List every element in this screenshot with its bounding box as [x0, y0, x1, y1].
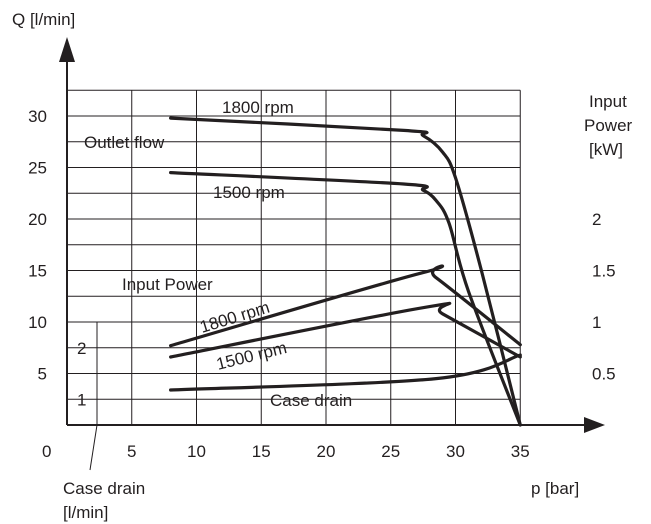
- y-tick-label: 10: [28, 313, 47, 332]
- x-tick-label: 15: [252, 442, 271, 461]
- case-drain-axis-label-line-1: Case drain: [63, 479, 145, 498]
- outlet-1800-rpm-label: 1800 rpm: [222, 98, 294, 117]
- x-tick-label: 30: [446, 442, 465, 461]
- x-tick-label: 35: [511, 442, 530, 461]
- curves: [169, 116, 522, 427]
- y-tick-label: 30: [28, 107, 47, 126]
- axes: [59, 37, 605, 471]
- x-axis-label: p [bar]: [531, 479, 579, 498]
- y-axis-arrow: [59, 37, 75, 62]
- y-tick-label: 20: [28, 210, 47, 229]
- right-axis-tick-label: 2: [592, 210, 601, 229]
- x-tick-label: 25: [381, 442, 400, 461]
- x-tick-label: 20: [317, 442, 336, 461]
- outlet-1500-rpm-label: 1500 rpm: [213, 183, 285, 202]
- y-tick-label: 15: [28, 262, 47, 281]
- x-axis-arrow: [584, 417, 605, 433]
- right-axis-tick-label: 1.5: [592, 262, 616, 281]
- y-axis-label: Q [l/min]: [12, 10, 75, 29]
- right-axis-tick-label: 1: [592, 313, 601, 332]
- power-1500-rpm-label: 1500 rpm: [214, 338, 288, 374]
- y-tick-label: 25: [28, 159, 47, 178]
- right-axis-tick-label: 0.5: [592, 365, 616, 384]
- case-drain-axis-label-line-2: [l/min]: [63, 503, 108, 522]
- outlet-flow-1500-rpm-curve: [169, 171, 522, 427]
- labels: Q [l/min] p [bar] Input Power [kW] Case …: [12, 10, 633, 522]
- power-1800-rpm-label: 1800 rpm: [198, 298, 272, 337]
- outlet-flow-label: Outlet flow: [84, 133, 165, 152]
- x-tick-label: 0: [42, 442, 51, 461]
- input-power-label: Input Power: [122, 275, 213, 294]
- x-tick-label: 5: [127, 442, 136, 461]
- right-axis-label-line-1: Input: [589, 92, 627, 111]
- right-axis-label-line-3: [kW]: [589, 140, 623, 159]
- case-drain-tick-label: 2: [77, 339, 86, 358]
- case-drain-tick-label: 1: [77, 390, 86, 409]
- case-drain-case-drain-curve: [169, 353, 522, 392]
- y-tick-label: 5: [38, 365, 47, 384]
- case-drain-curve-label: Case drain: [270, 391, 352, 410]
- right-axis-label-line-2: Power: [584, 116, 633, 135]
- case-drain-pointer-line: [89, 424, 98, 471]
- grid: [66, 89, 521, 425]
- outlet-flow-1800-rpm-curve: [169, 116, 522, 427]
- x-tick-label: 10: [187, 442, 206, 461]
- input-power-1500-rpm-curve: [169, 301, 522, 359]
- input-power-1800-rpm-curve: [169, 264, 522, 348]
